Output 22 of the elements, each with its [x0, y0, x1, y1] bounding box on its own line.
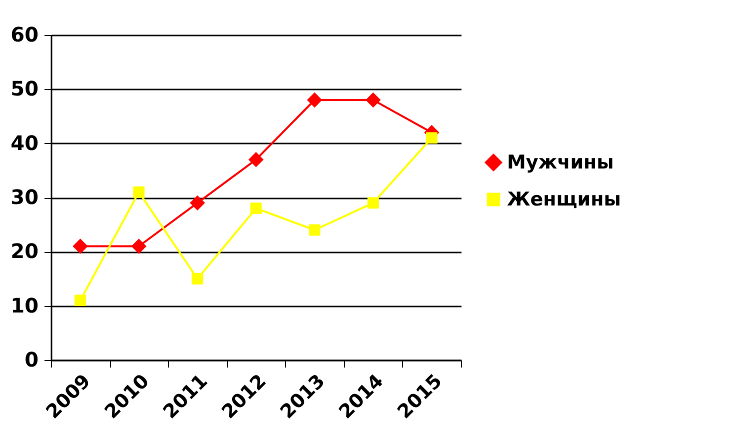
point — [248, 152, 264, 168]
point — [426, 132, 438, 144]
y-tick-label: 60 — [10, 22, 38, 46]
y-tick-label: 30 — [10, 185, 38, 209]
y-tick-label: 20 — [10, 239, 38, 264]
point — [250, 202, 262, 214]
y-tick-label: 50 — [10, 76, 38, 101]
legend-label: Мужчины — [507, 152, 614, 174]
point — [367, 197, 379, 209]
point — [306, 92, 322, 108]
point — [190, 195, 206, 210]
point — [308, 224, 320, 236]
legend-label: Женщины — [507, 188, 621, 210]
y-tick-label: 0 — [24, 348, 38, 372]
point — [366, 92, 381, 108]
point — [72, 238, 88, 254]
point — [133, 186, 145, 198]
point — [131, 238, 146, 254]
point — [192, 273, 204, 284]
point — [74, 294, 86, 306]
y-tick-label: 10 — [10, 293, 38, 318]
y-tick-label: 40 — [10, 130, 38, 155]
